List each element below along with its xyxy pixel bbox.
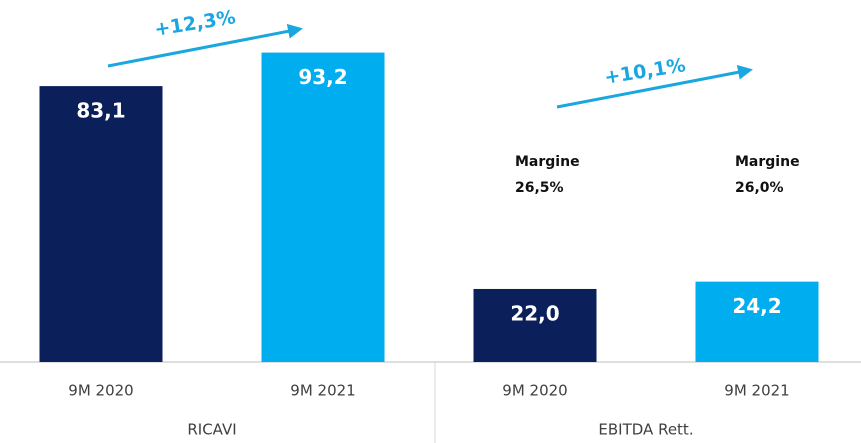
margin-label: 26,0%	[735, 180, 784, 196]
bar	[473, 288, 597, 362]
x-tick-label: 9M 2020	[68, 382, 133, 400]
bar	[695, 281, 819, 362]
value-label: 93,2	[298, 65, 347, 89]
group-label: EBITDA Rett.	[598, 421, 693, 439]
growth-arrow	[556, 64, 753, 109]
growth-label: +12,3%	[153, 6, 237, 41]
growth-arrow	[107, 23, 303, 68]
value-label: 24,2	[732, 294, 781, 318]
x-tick-label: 9M 2021	[290, 382, 355, 400]
margin-label: Margine	[515, 154, 580, 170]
bar	[39, 86, 163, 362]
bar	[261, 52, 385, 363]
margin-label: Margine	[735, 154, 800, 170]
value-label: 22,0	[510, 301, 559, 325]
x-tick-label: 9M 2021	[724, 382, 789, 400]
value-label: 83,1	[76, 99, 125, 123]
margin-label: 26,5%	[515, 180, 564, 196]
group-label: RICAVI	[187, 421, 236, 439]
x-tick-label: 9M 2020	[502, 382, 567, 400]
